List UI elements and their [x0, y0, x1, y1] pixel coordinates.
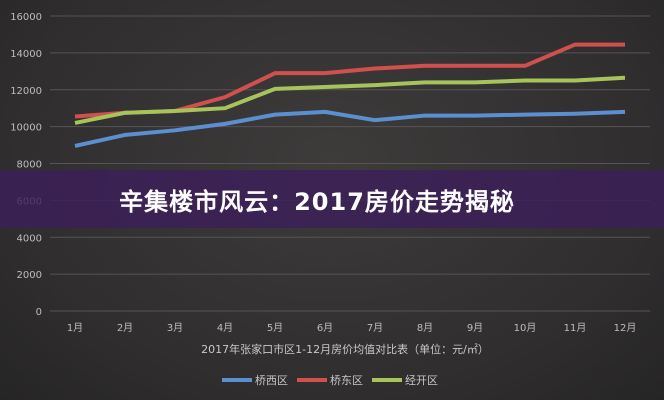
x-tick-label: 4月 [217, 322, 233, 334]
y-tick-label: 10000 [10, 123, 42, 134]
x-tick-label: 10月 [514, 322, 537, 334]
x-tick-label: 5月 [267, 322, 283, 334]
y-tick-label: 4000 [17, 233, 42, 244]
x-tick-label: 6月 [317, 322, 333, 334]
legend-label: 桥东区 [330, 374, 363, 387]
x-tick-label: 9月 [467, 322, 483, 334]
series-line-经开区 [74, 75, 626, 125]
title-banner: 辛集楼市风云：2017房价走势揭秘 [0, 170, 664, 228]
series-line-桥西区 [74, 109, 626, 148]
x-axis-label: 2017年张家口市区1-12月房价均值对比表（单位：元/㎡） [201, 342, 489, 356]
x-tick-label: 1月 [67, 322, 83, 334]
banner-title: 辛集楼市风云：2017房价走势揭秘 [119, 187, 515, 216]
legend-label: 桥西区 [255, 374, 288, 387]
y-tick-label: 12000 [10, 86, 42, 97]
y-tick-label: 8000 [17, 160, 42, 171]
x-tick-label: 12月 [614, 322, 637, 334]
y-tick-label: 14000 [10, 49, 42, 60]
x-tick-label: 3月 [167, 322, 183, 334]
x-tick-label: 7月 [367, 322, 383, 334]
x-tick-label: 11月 [564, 322, 587, 334]
legend-label: 经开区 [405, 374, 438, 387]
y-tick-label: 0 [36, 307, 42, 318]
y-tick-label: 2000 [17, 270, 42, 281]
y-tick-label: 16000 [10, 12, 42, 23]
x-tick-label: 8月 [417, 322, 433, 334]
x-tick-label: 2月 [117, 322, 133, 334]
